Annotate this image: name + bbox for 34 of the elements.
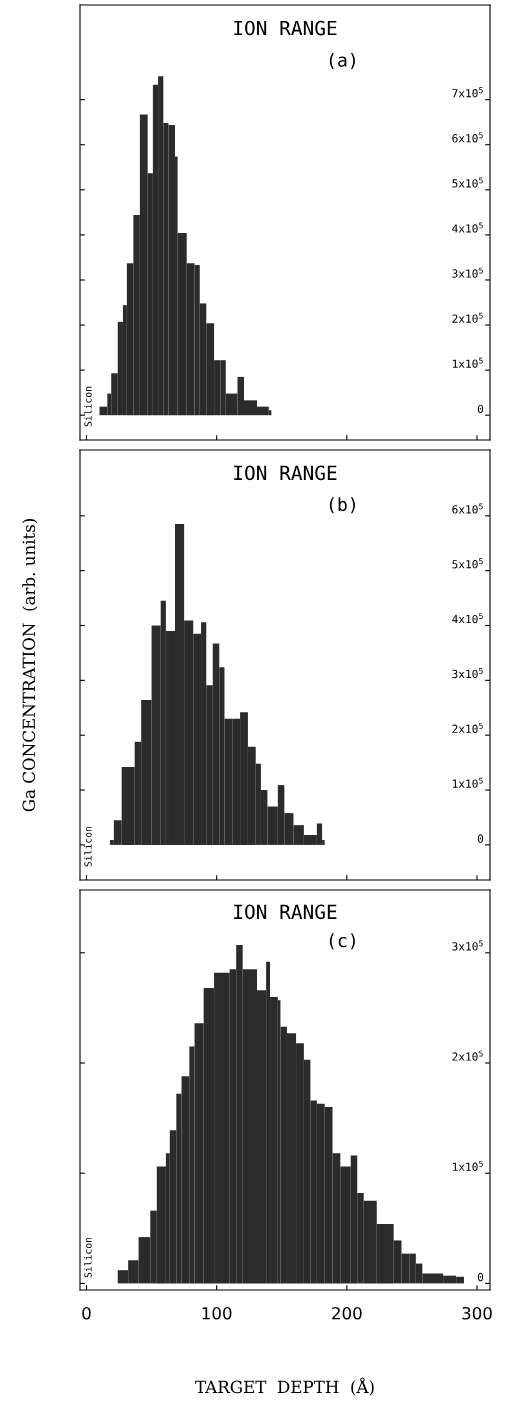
text: ION RANGE	[234, 465, 337, 481]
text: ION RANGE	[234, 904, 337, 920]
y-tick-label: 5x10$^{5}$	[452, 177, 483, 188]
y-tick-label: 1x10$^{5}$	[452, 777, 483, 788]
y-tick-label: 3x10$^{5}$	[452, 940, 483, 951]
y-tick-label: 2x10$^{5}$	[452, 722, 483, 733]
x-axis-title: TARGET DEPTH (Å)	[195, 1377, 374, 1396]
y-tick-label: 2x10$^{5}$	[452, 1050, 483, 1061]
annotation: (a)	[329, 52, 355, 69]
y-tick-label: 4x10$^{5}$	[452, 222, 483, 233]
y-tick-label: 1x10$^{5}$	[452, 1160, 483, 1171]
y-tick-label: 3x10$^{5}$	[452, 267, 483, 278]
annotation: (c)	[329, 933, 355, 950]
text: ION RANGE	[234, 20, 337, 36]
y-tick-label: 2x10$^{5}$	[452, 312, 483, 323]
y-axis-title: Ga CONCENTRATION (arb. units)	[22, 519, 38, 812]
y-tick-label: 0	[477, 834, 484, 843]
y-tick-label: 3x10$^{5}$	[452, 668, 483, 679]
annotation: (b)	[329, 497, 355, 514]
x-tick-label: 100	[202, 1306, 232, 1320]
y-tick-label: 6x10$^{5}$	[452, 503, 483, 514]
annotation: Silicon	[84, 386, 92, 427]
y-tick-label: 4x10$^{5}$	[452, 613, 483, 624]
y-tick-label: 0	[477, 404, 484, 414]
annotation: Silicon	[84, 826, 92, 867]
annotation: Silicon	[84, 1237, 92, 1278]
y-tick-label: 6x10$^{5}$	[452, 132, 483, 143]
x-tick-label: 300	[462, 1306, 492, 1320]
y-tick-label: 5x10$^{5}$	[452, 558, 483, 569]
y-tick-label: 0	[477, 1272, 484, 1282]
y-tick-label: 7x10$^{5}$	[452, 87, 483, 98]
x-tick-label: 0	[82, 1306, 91, 1320]
x-tick-label: 200	[332, 1306, 362, 1320]
y-tick-label: 1x10$^{5}$	[452, 357, 483, 368]
